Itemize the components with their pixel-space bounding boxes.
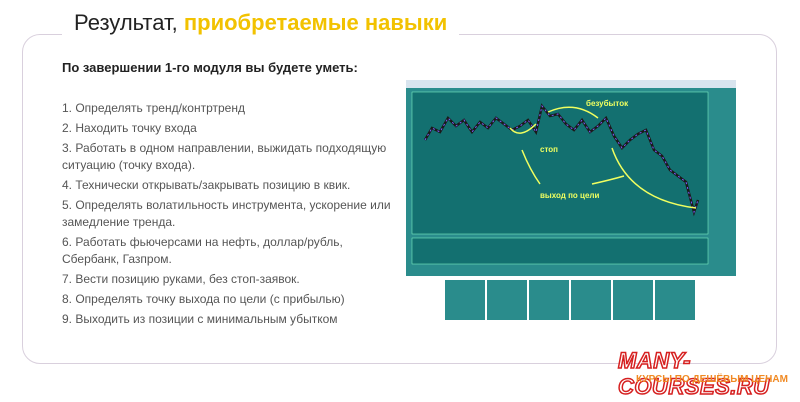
section-title: Результат, приобретаемые навыки: [62, 10, 460, 36]
watermark-slogan: КУРСЫ ПО ДЕШЁВЫМ ЦЕНАМ: [636, 374, 788, 385]
thumbnail: [571, 280, 611, 320]
thumbnail: [487, 280, 527, 320]
skill-item: 5. Определять волатильность инструмента,…: [62, 198, 391, 229]
thumbnail: [655, 280, 695, 320]
annotation-label: выход по цели: [540, 191, 599, 200]
title-text: Результат,: [74, 10, 178, 35]
skill-item: 3. Работать в одном направлении, выжидат…: [62, 141, 387, 172]
annotation-label: безубыток: [586, 99, 629, 108]
thumbnail: [613, 280, 653, 320]
annotation-arrows: [509, 106, 697, 209]
volume-pane: [411, 237, 709, 265]
skill-item: 7. Вести позицию руками, без стоп-заявок…: [62, 272, 300, 286]
skill-item: 4. Технически открывать/закрывать позици…: [62, 178, 351, 192]
window-titlebar: [406, 80, 736, 88]
watermark-site: MANY-COURSES.RU: [617, 347, 770, 400]
skill-item: 8. Определять точку выхода по цели (с пр…: [62, 292, 345, 306]
skill-item: 1. Определять тренд/контртренд: [62, 101, 245, 115]
skill-item: 6. Работать фьючерсами на нефть, доллар/…: [62, 235, 343, 266]
thumbnail: [529, 280, 569, 320]
subtitle: По завершении 1-го модуля вы будете умет…: [62, 60, 358, 75]
skills-list: 1. Определять тренд/контртренд 2. Находит…: [62, 100, 392, 331]
skill-item: 9. Выходить из позиции с минимальным убы…: [62, 312, 338, 326]
thumbnail: [445, 280, 485, 320]
plot: [411, 91, 709, 235]
skill-item: 2. Находить точку входа: [62, 121, 197, 135]
thumbnails: [445, 280, 695, 320]
title-highlight: приобретаемые навыки: [183, 10, 448, 35]
annotation-label: стоп: [540, 145, 558, 154]
price-candles: [424, 104, 699, 214]
